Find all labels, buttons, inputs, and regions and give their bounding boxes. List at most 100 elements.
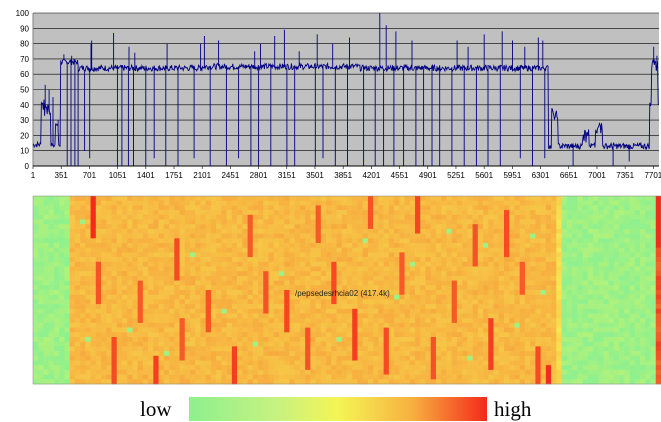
heatmap-cell bbox=[184, 360, 191, 366]
heatmap-cell bbox=[341, 261, 348, 267]
heatmap-cell bbox=[347, 355, 353, 361]
heatmap-cell bbox=[53, 299, 60, 305]
heatmap-cell bbox=[331, 266, 337, 272]
heatmap-cell bbox=[566, 257, 573, 263]
heatmap-cell bbox=[153, 196, 159, 201]
heatmap-cell bbox=[640, 200, 646, 206]
heatmap-cell bbox=[451, 257, 458, 263]
heatmap-cell bbox=[493, 233, 500, 239]
heatmap-cell bbox=[514, 360, 520, 366]
heatmap-cell bbox=[655, 313, 661, 319]
heatmap-cell bbox=[535, 228, 541, 234]
heatmap-cell bbox=[179, 224, 186, 230]
heatmap-cell bbox=[179, 294, 186, 300]
heatmap-cell bbox=[629, 346, 636, 352]
heatmap-cell bbox=[289, 261, 295, 267]
heatmap-cell bbox=[174, 369, 180, 375]
heatmap-cell bbox=[498, 205, 505, 211]
heatmap-cell bbox=[425, 275, 432, 281]
heatmap-cell bbox=[514, 266, 520, 272]
heatmap-cell bbox=[592, 304, 599, 310]
heatmap-cell bbox=[221, 290, 227, 295]
heatmap-cell bbox=[645, 257, 651, 263]
heatmap-cell bbox=[462, 243, 468, 248]
heatmap-cell bbox=[352, 318, 358, 324]
heatmap-cell bbox=[472, 224, 479, 230]
heatmap-cell bbox=[613, 266, 620, 272]
heatmap-cell bbox=[566, 360, 573, 366]
heatmap-cell bbox=[441, 365, 447, 371]
heatmap-cell bbox=[74, 219, 81, 225]
heatmap-cell bbox=[226, 294, 233, 300]
heatmap-cell bbox=[399, 299, 405, 305]
heatmap-cell bbox=[603, 210, 609, 216]
heatmap-cell bbox=[184, 285, 191, 291]
heatmap-cell bbox=[221, 233, 227, 239]
heatmap-cell bbox=[127, 233, 133, 239]
heatmap-cell bbox=[320, 247, 327, 253]
heatmap-cell bbox=[608, 290, 615, 295]
heatmap-cell bbox=[80, 327, 86, 333]
heatmap-cell bbox=[205, 290, 212, 295]
heatmap-cell bbox=[320, 290, 327, 295]
heatmap-cell bbox=[216, 365, 222, 371]
heatmap-cell bbox=[127, 275, 133, 281]
heatmap-cell bbox=[226, 261, 233, 267]
heatmap-cell bbox=[38, 332, 44, 338]
heatmap-cell bbox=[388, 271, 395, 277]
heatmap-cell bbox=[488, 280, 494, 286]
heatmap-cell bbox=[74, 228, 81, 234]
heatmap-cell bbox=[226, 322, 233, 328]
heatmap-cell bbox=[373, 243, 379, 248]
heatmap-cell bbox=[59, 304, 65, 310]
heatmap-cell bbox=[467, 233, 473, 239]
heatmap-cell bbox=[640, 275, 646, 281]
heatmap-cell bbox=[247, 365, 254, 371]
heatmap-cell bbox=[524, 360, 531, 366]
heatmap-cell bbox=[446, 369, 452, 375]
heatmap-cell bbox=[420, 355, 426, 361]
heatmap-cell bbox=[101, 346, 107, 352]
heatmap-cell bbox=[582, 327, 589, 333]
heatmap-cell bbox=[420, 369, 426, 375]
heatmap-cell bbox=[352, 224, 358, 230]
heatmap-cell bbox=[273, 322, 280, 328]
heatmap-cell bbox=[592, 322, 599, 328]
heatmap-cell bbox=[158, 299, 165, 305]
heatmap-cell bbox=[483, 327, 489, 333]
heatmap-cell bbox=[43, 238, 49, 244]
heatmap-cell bbox=[619, 205, 625, 211]
heatmap-cell bbox=[148, 266, 154, 272]
heatmap-cell bbox=[148, 346, 154, 352]
heatmap-cell bbox=[106, 365, 112, 371]
heatmap-cell bbox=[451, 327, 458, 333]
heatmap-cell bbox=[80, 280, 86, 286]
heatmap-cell bbox=[59, 200, 65, 206]
heatmap-cell bbox=[645, 308, 651, 314]
heatmap-cell bbox=[184, 247, 191, 253]
heatmap-cell bbox=[404, 327, 411, 333]
heatmap-cell bbox=[231, 322, 238, 328]
heatmap-cell bbox=[373, 252, 379, 258]
heatmap-cell bbox=[524, 294, 531, 300]
heatmap-cell bbox=[613, 351, 620, 357]
heatmap-cell bbox=[132, 365, 138, 371]
heatmap-cell bbox=[310, 205, 316, 211]
heatmap-cell bbox=[383, 365, 390, 371]
heatmap-cell bbox=[33, 261, 39, 267]
heatmap-cell bbox=[268, 271, 275, 277]
heatmap-cell bbox=[231, 210, 238, 216]
heatmap-cell bbox=[341, 327, 348, 333]
heatmap-cell bbox=[603, 285, 609, 291]
heatmap-cell bbox=[582, 271, 589, 277]
heatmap-cell bbox=[273, 369, 280, 375]
heatmap-cell bbox=[655, 360, 661, 366]
heatmap-cell bbox=[624, 308, 630, 314]
heatmap-cell bbox=[142, 271, 149, 277]
heatmap-cell bbox=[148, 271, 154, 277]
heatmap-cell bbox=[472, 304, 479, 310]
heatmap-cell bbox=[190, 290, 196, 295]
heatmap-cell bbox=[608, 210, 615, 216]
heatmap-cell bbox=[524, 374, 531, 380]
heatmap-cell bbox=[111, 332, 118, 338]
